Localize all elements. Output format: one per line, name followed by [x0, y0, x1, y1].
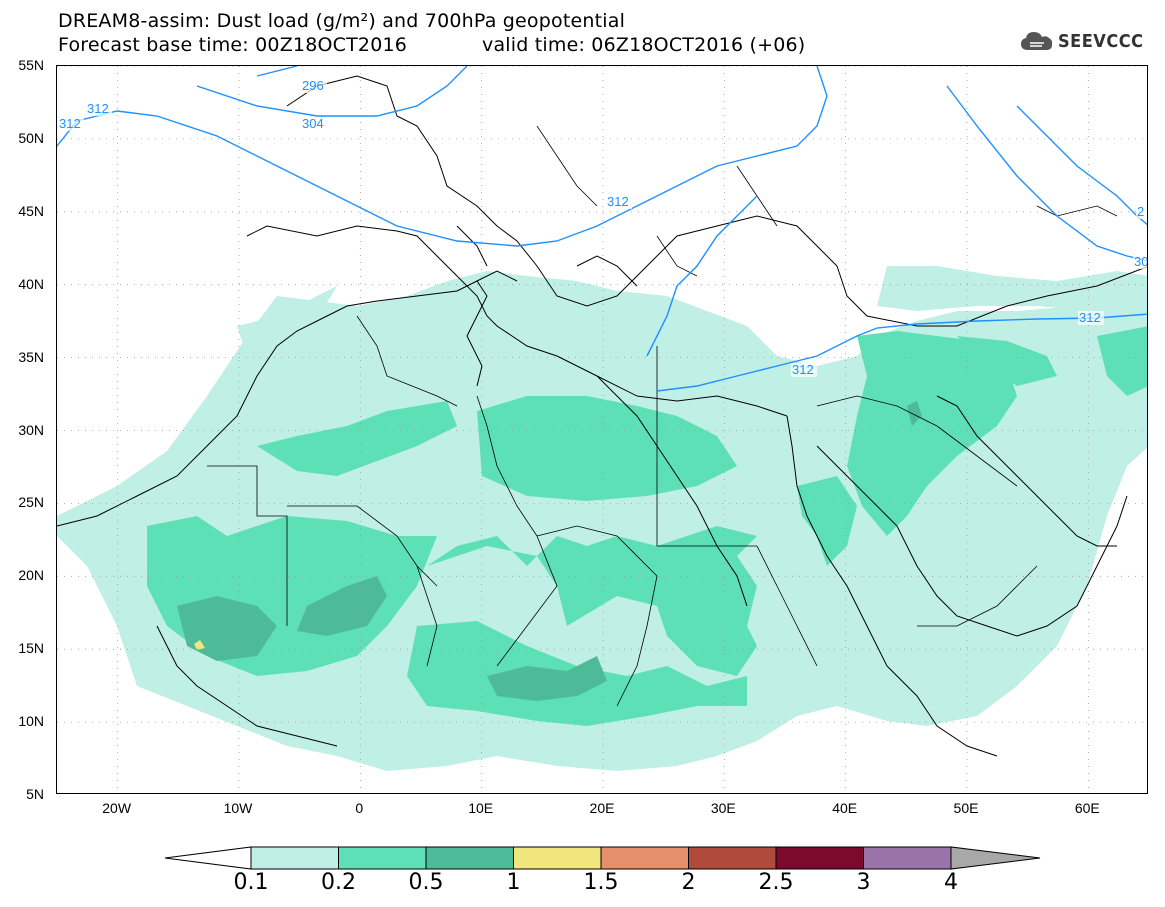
- coastlines: [57, 75, 1147, 757]
- colorbar-segment: [425, 846, 514, 870]
- colorbar-level-label: 2.5: [758, 870, 794, 895]
- colorbar-level-label: 0.2: [321, 870, 356, 895]
- contour-label: 312: [792, 362, 814, 377]
- lon-tick-label: 0: [355, 800, 364, 816]
- contour-label: 312: [87, 101, 109, 116]
- colorbar-segment: [250, 846, 339, 870]
- lat-tick-label: 45N: [18, 202, 44, 219]
- colorbar-level-label: 0.5: [408, 870, 444, 895]
- lon-tick-label: 10W: [223, 800, 253, 816]
- lat-tick-label: 10N: [18, 713, 44, 730]
- gridlines: [57, 66, 1147, 793]
- lat-tick-label: 35N: [18, 348, 44, 365]
- lat-tick-label: 20N: [18, 567, 44, 584]
- contour-label: 312: [607, 194, 629, 209]
- colorbar-segment: [600, 846, 689, 870]
- base-time-label: Forecast base time: 00Z18OCT2016: [58, 34, 408, 56]
- colorbar-under-triangle: [164, 846, 252, 870]
- lat-tick-label: 40N: [18, 275, 44, 292]
- lon-tick-label: 10E: [468, 800, 494, 816]
- lon-tick-label: 50E: [953, 800, 979, 816]
- colorbar-segment: [688, 846, 777, 870]
- colorbar-level-label: 3: [856, 870, 871, 895]
- lon-tick-label: 60E: [1074, 800, 1100, 816]
- colorbar-level-label: 0.1: [233, 870, 269, 895]
- logo-text: SEEVCCC: [1058, 30, 1144, 52]
- lon-tick-label: 30E: [710, 800, 736, 816]
- map-panel: 312 312 296 304 312 312 312 30 2: [56, 65, 1148, 794]
- chart-title: DREAM8-assim: Dust load (g/m²) and 700hP…: [58, 10, 626, 32]
- contour-label: 304: [302, 116, 324, 131]
- valid-time-label: valid time: 06Z18OCT2016 (+06): [482, 34, 806, 56]
- dust-level-1: [194, 640, 205, 650]
- colorbar-segment: [338, 846, 427, 870]
- cloud-icon: [1021, 32, 1053, 50]
- colorbar-level-label: 2: [681, 870, 696, 895]
- lat-tick-label: 50N: [18, 129, 44, 146]
- contour-label: 296: [302, 78, 324, 93]
- lat-tick-label: 55N: [18, 57, 44, 73]
- lat-tick-label: 15N: [18, 640, 44, 657]
- lat-tick-label: 30N: [18, 421, 44, 438]
- colorbar-segment: [863, 846, 952, 870]
- colorbar-level-label: 1.5: [583, 870, 619, 895]
- contour-label: 312: [59, 116, 81, 131]
- contour-label: 2: [1137, 204, 1144, 219]
- contour-label: 312: [1079, 310, 1101, 325]
- lon-tick-label: 20W: [102, 800, 132, 816]
- dust-map: 312 312 296 304 312 312 312 30 2: [57, 66, 1148, 793]
- colorbar-segment: [775, 846, 864, 870]
- lat-tick-label: 25N: [18, 494, 44, 511]
- colorbar-level-label: 1: [506, 870, 521, 895]
- country-borders: [207, 125, 1118, 707]
- colorbar-level-label: 4: [944, 870, 958, 895]
- lat-tick-label: 5N: [26, 786, 44, 802]
- lon-tick-label: 40E: [832, 800, 858, 816]
- colorbar-over-triangle: [950, 846, 1041, 870]
- colorbar: [164, 846, 1041, 870]
- contour-labels: 312 312 296 304 312 312 312 30 2: [58, 78, 1148, 377]
- contour-label: 30: [1134, 254, 1148, 269]
- seevccc-logo: SEEVCCC: [1020, 28, 1143, 54]
- lon-tick-label: 20E: [589, 800, 615, 816]
- colorbar-segment: [513, 846, 602, 870]
